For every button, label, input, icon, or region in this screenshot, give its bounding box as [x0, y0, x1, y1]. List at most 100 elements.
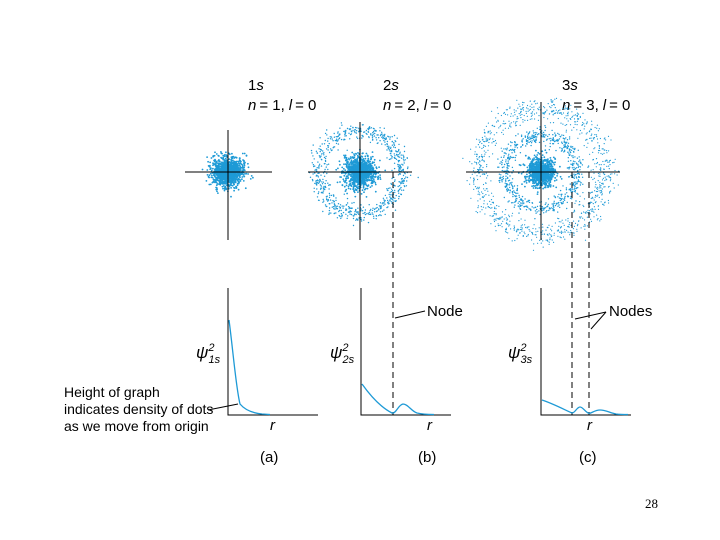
cloud-dot: [343, 205, 345, 207]
cloud-dot: [547, 158, 549, 161]
cloud-dot: [352, 187, 355, 190]
cloud-dot: [349, 133, 352, 136]
cloud-dot: [343, 193, 345, 195]
cloud-dot: [387, 135, 389, 137]
cloud-dot: [401, 163, 403, 165]
cloud-dot: [380, 214, 382, 217]
cloud-dot: [319, 148, 322, 151]
cloud-dot: [391, 141, 393, 143]
cloud-dot: [321, 153, 323, 155]
cloud-dot: [392, 146, 395, 148]
cloud-dot: [366, 213, 368, 215]
cloud-dot: [331, 138, 333, 140]
cloud-dot: [391, 157, 393, 159]
cloud-dot: [395, 140, 397, 143]
cloud-dot: [371, 161, 374, 164]
cloud-dot: [212, 178, 215, 181]
cloud-dot: [367, 131, 369, 133]
cloud-dot: [242, 180, 245, 182]
cloud-dot: [217, 162, 220, 165]
cloud-dot: [356, 178, 359, 181]
cloud-dot: [349, 157, 352, 160]
cloud-dot: [349, 166, 352, 169]
cloud-dot: [371, 135, 374, 137]
cloud-dot: [384, 213, 386, 216]
cloud-dot: [243, 166, 246, 169]
cloud-dot: [239, 169, 242, 172]
title-3s: 3s n = 3, l = 0: [562, 77, 630, 114]
cloud-dot: [393, 143, 395, 145]
cloud-dot: [233, 189, 236, 192]
cloud-dot: [375, 166, 378, 169]
cloud-dot: [345, 131, 347, 133]
cloud-dot: [222, 173, 224, 176]
cloud-dot: [219, 177, 222, 179]
cloud-dot: [343, 180, 345, 182]
cloud-dot: [318, 167, 320, 169]
cloud-dot: [323, 185, 325, 188]
cloud-dot: [325, 205, 327, 208]
cloud-dot: [354, 164, 357, 167]
cloud-dot: [384, 203, 386, 205]
cloud-dot: [326, 199, 328, 201]
cloud-dot: [546, 184, 549, 187]
cloud-dot: [323, 143, 326, 145]
cloud-dot: [343, 154, 345, 157]
cloud-dot: [222, 187, 224, 190]
cloud-dot: [357, 182, 360, 185]
cloud-dot: [379, 178, 382, 181]
cloud-dot: [393, 144, 396, 146]
cloud-dot: [378, 208, 380, 210]
cloud-dot: [243, 164, 246, 167]
cloud-dot: [316, 196, 319, 198]
cloud-dot: [383, 209, 385, 211]
cloud-dot: [235, 156, 238, 159]
cloud-dot: [403, 185, 405, 187]
cloud-dot: [320, 187, 322, 189]
cloud-dot: [347, 177, 349, 180]
cloud-dot: [312, 144, 314, 146]
cloud-dot: [335, 142, 338, 145]
cloud-dot: [322, 188, 325, 190]
cloud-dot: [362, 152, 364, 155]
cloud-dot: [340, 213, 343, 215]
cloud-dot: [393, 142, 395, 144]
cloud-dot: [224, 177, 227, 180]
cloud-dot: [335, 197, 337, 199]
cloud-dot: [404, 177, 406, 180]
cloud-dot: [214, 159, 217, 162]
cloud-dot: [368, 211, 371, 214]
cloud-dot: [398, 159, 401, 162]
cloud-dot: [523, 180, 526, 183]
cloud-dot: [355, 153, 358, 155]
cloud-dot: [380, 205, 383, 207]
cloud-dot: [371, 155, 374, 158]
cloud-dot: [226, 184, 228, 187]
cloud-dot: [349, 173, 352, 176]
cloud-dot: [236, 169, 239, 172]
cloud-dot: [364, 155, 367, 158]
cloud-dot: [242, 159, 244, 161]
cloud-dot: [391, 198, 393, 200]
cloud-dot: [397, 165, 399, 168]
cloud-dot: [393, 184, 396, 187]
cloud-dot: [365, 196, 368, 198]
cloud-dot: [243, 152, 246, 155]
cloud-dot: [363, 219, 365, 221]
cloud-dot: [375, 207, 377, 209]
cloud-dot: [374, 132, 376, 135]
cloud-dot: [352, 175, 355, 178]
cloud-dot: [322, 201, 324, 203]
cloud-dot: [375, 137, 377, 139]
cloud-dot: [221, 165, 223, 167]
cloud-dot: [374, 129, 376, 132]
cloud-dot: [218, 160, 221, 163]
cloud-dot: [404, 173, 406, 175]
cloud-dot: [225, 176, 228, 179]
cloud-dot: [375, 218, 377, 220]
cloud-dot: [397, 161, 400, 163]
cloud-dot: [209, 168, 212, 171]
cloud-dot: [328, 196, 331, 199]
cloud-dot: [218, 162, 221, 165]
cloud-dot: [350, 185, 353, 188]
